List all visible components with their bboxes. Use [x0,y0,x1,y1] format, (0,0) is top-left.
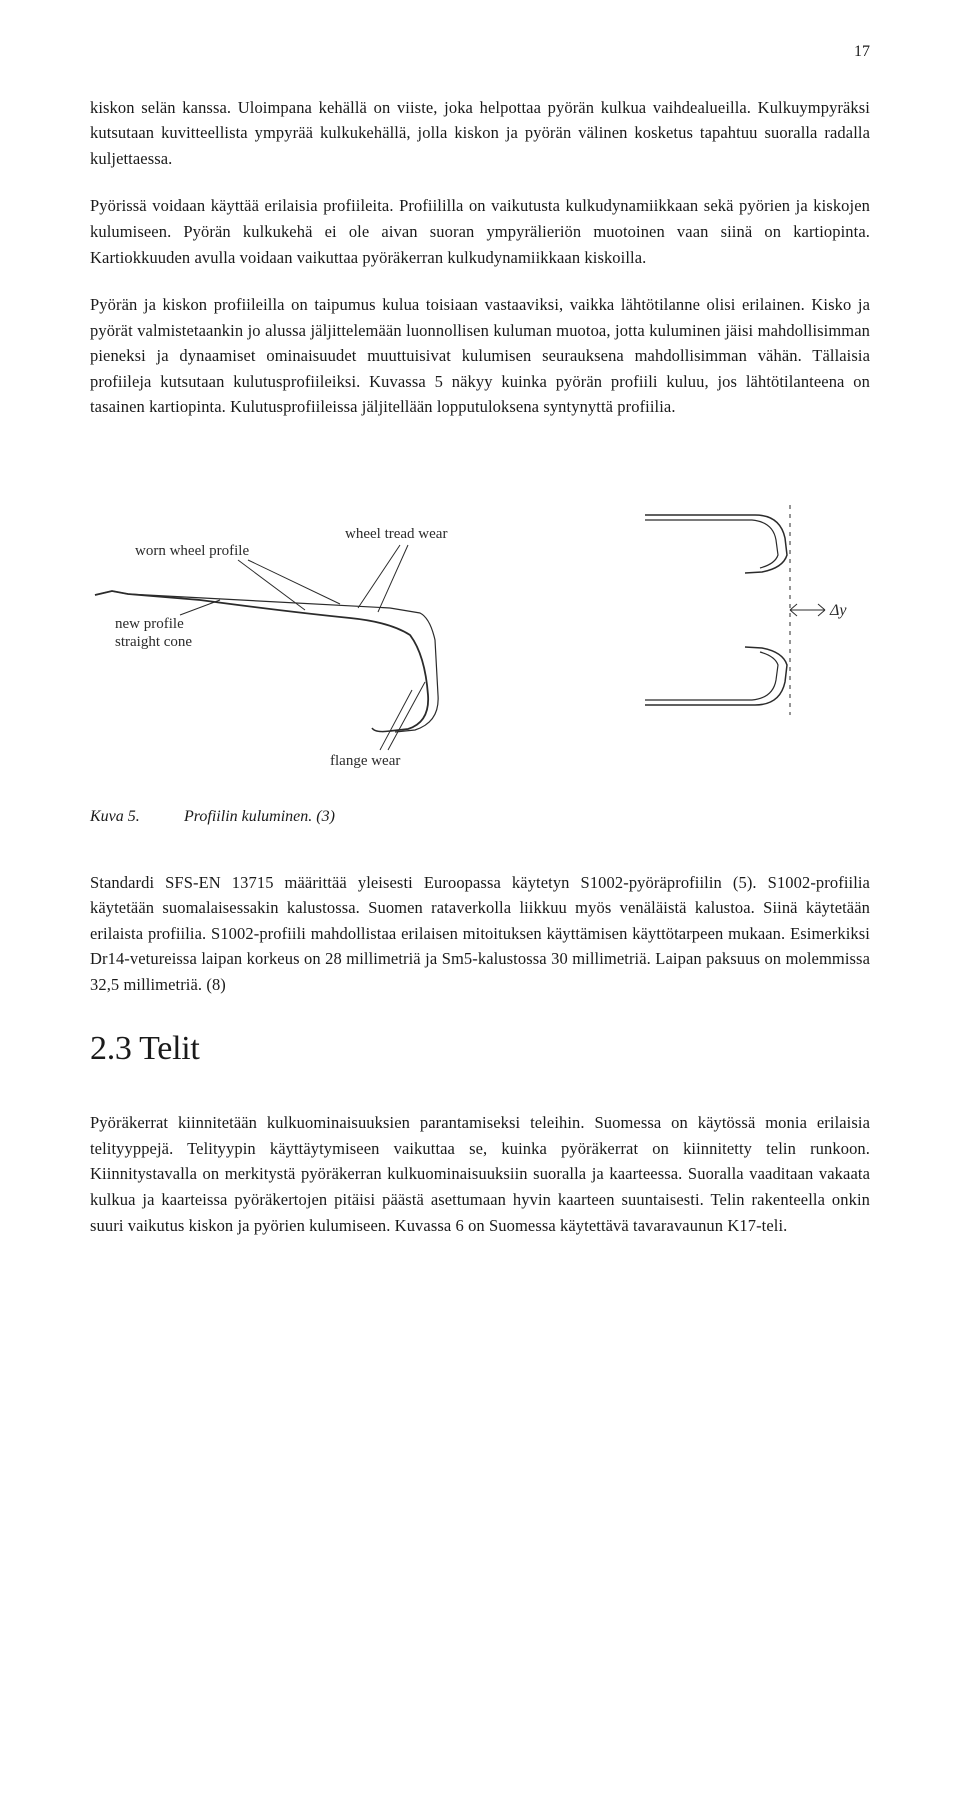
section-heading-2-3: 2.3 Telit [90,1023,870,1076]
figure-5: worn wheel profile wheel tread wear new … [90,460,870,770]
label-flange-wear: flange wear [330,753,400,769]
label-worn-wheel: worn wheel profile [135,543,249,559]
paragraph-2: Pyörissä voidaan käyttää erilaisia profi… [90,193,870,270]
page-number: 17 [90,40,870,65]
paragraph-1: kiskon selän kanssa. Uloimpana kehällä o… [90,95,870,172]
profile-wear-diagram: worn wheel profile wheel tread wear new … [90,460,870,770]
paragraph-5: Pyöräkerrat kiinnitetään kulkuominaisuuk… [90,1110,870,1238]
figure-5-caption: Kuva 5. Profiilin kuluminen. (3) [90,805,870,830]
caption-number: Kuva 5. [90,805,180,830]
label-wheel-tread: wheel tread wear [345,526,447,542]
label-delta-y: Δy [829,602,847,619]
label-new-profile: new profile [115,616,184,632]
paragraph-4: Standardi SFS-EN 13715 määrittää yleises… [90,870,870,998]
label-straight-cone: straight cone [115,634,192,650]
caption-text: Profiilin kuluminen. (3) [184,808,335,825]
paragraph-3: Pyörän ja kiskon profiileilla on taipumu… [90,292,870,420]
